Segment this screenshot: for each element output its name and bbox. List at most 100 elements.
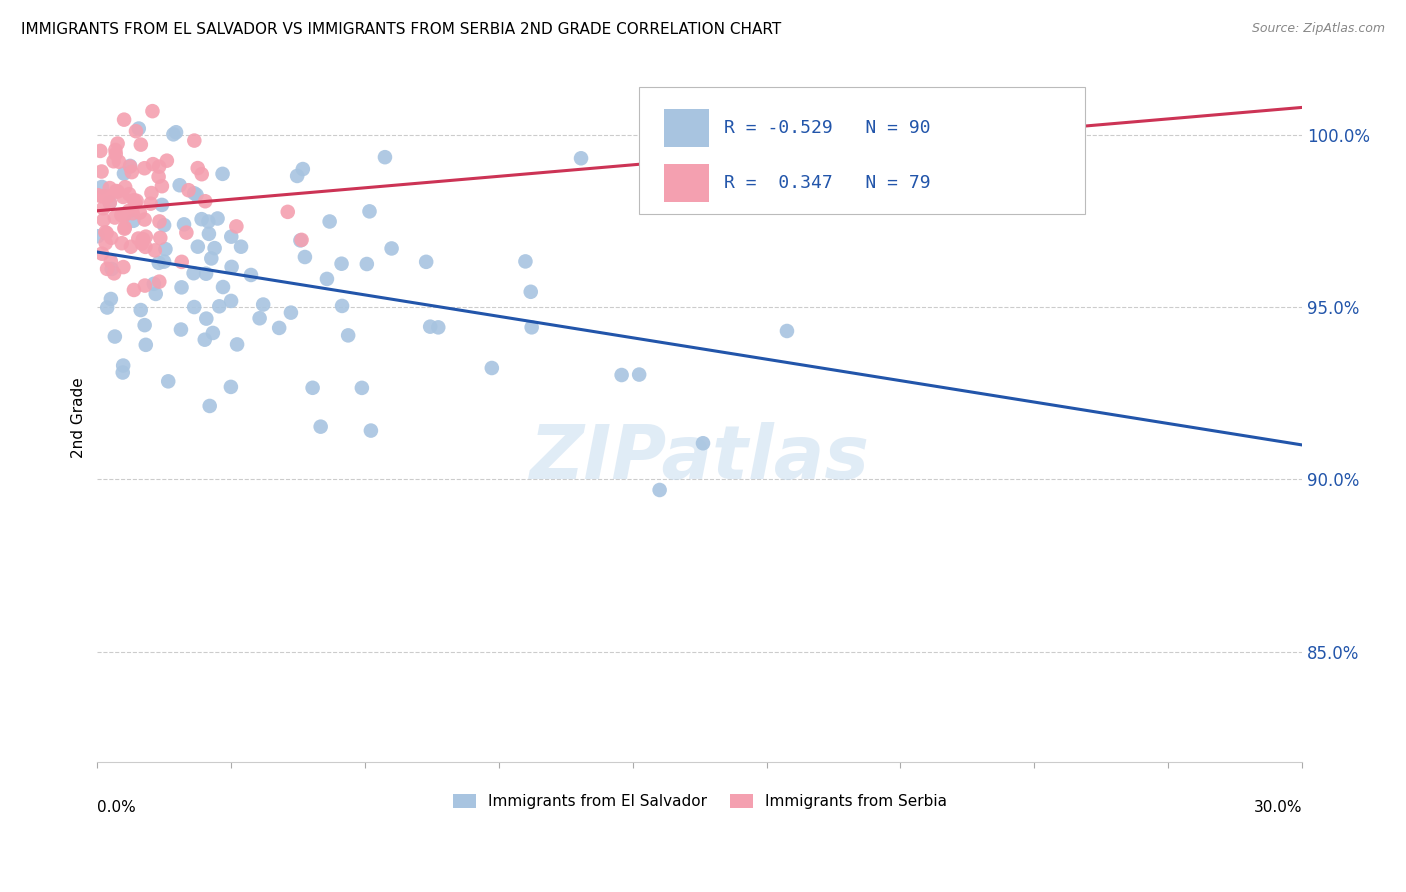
Point (153, 218, 176, 232)
Point (156, 153, 179, 168)
Point (190, 167, 212, 181)
Point (183, 300, 205, 314)
Point (100, 231, 122, 245)
Point (100, 292, 122, 306)
Point (112, 167, 135, 181)
Point (427, 320, 450, 334)
Point (269, 321, 291, 335)
Point (104, 211, 127, 225)
Point (120, 240, 142, 254)
Point (318, 214, 340, 228)
Point (290, 233, 312, 247)
Point (226, 337, 249, 351)
Point (776, 324, 799, 338)
Point (112, 207, 135, 221)
Point (148, 169, 170, 184)
Point (176, 226, 198, 240)
Point (104, 147, 127, 161)
Point (219, 380, 242, 394)
Text: 30.0%: 30.0% (1254, 799, 1302, 814)
Point (134, 278, 156, 293)
Point (91, 246, 114, 260)
Point (90, 164, 112, 178)
Point (121, 206, 143, 220)
Point (129, 137, 152, 152)
Point (194, 333, 217, 347)
Point (100, 254, 122, 268)
Point (610, 368, 633, 382)
Point (103, 154, 125, 169)
Point (419, 319, 441, 334)
Point (112, 112, 135, 127)
FancyBboxPatch shape (664, 109, 710, 147)
Point (207, 211, 229, 226)
Point (118, 203, 141, 218)
Point (177, 183, 200, 197)
Point (94, 236, 117, 251)
Point (134, 212, 156, 227)
Point (290, 234, 312, 248)
Point (125, 124, 148, 138)
Point (87, 188, 110, 202)
Point (142, 157, 165, 171)
Point (118, 159, 141, 173)
Point (197, 214, 219, 228)
Point (94, 225, 117, 239)
Point (381, 242, 404, 256)
Point (135, 338, 157, 352)
Point (201, 326, 224, 340)
Point (134, 318, 156, 333)
Point (170, 255, 193, 269)
Point (150, 179, 173, 194)
Point (134, 161, 156, 176)
Point (124, 196, 146, 211)
Point (141, 186, 163, 200)
Point (134, 240, 156, 254)
Point (183, 134, 205, 148)
Point (239, 268, 262, 282)
Point (114, 180, 136, 194)
Point (107, 136, 129, 151)
Point (190, 212, 212, 227)
Point (112, 260, 135, 274)
Point (198, 399, 221, 413)
Point (148, 275, 170, 289)
Point (291, 162, 314, 177)
Point (204, 241, 226, 255)
Point (350, 381, 373, 395)
Point (165, 125, 187, 139)
FancyBboxPatch shape (664, 164, 710, 202)
Point (93, 213, 115, 227)
Point (330, 257, 353, 271)
Point (356, 257, 378, 271)
Point (183, 186, 205, 201)
Point (98, 181, 121, 195)
Point (111, 236, 134, 251)
Text: Source: ZipAtlas.com: Source: ZipAtlas.com (1251, 22, 1385, 36)
Point (139, 196, 162, 211)
Point (121, 165, 143, 179)
Point (110, 208, 132, 222)
Point (170, 280, 193, 294)
Point (628, 368, 651, 382)
Point (89, 144, 111, 158)
Point (104, 329, 127, 343)
Point (294, 250, 316, 264)
Point (316, 272, 339, 286)
Point (132, 233, 155, 247)
Legend: Immigrants from El Salvador, Immigrants from Serbia: Immigrants from El Salvador, Immigrants … (453, 794, 946, 809)
Point (107, 185, 129, 199)
Y-axis label: 2nd Grade: 2nd Grade (72, 377, 86, 458)
Point (143, 244, 166, 258)
Point (374, 150, 396, 164)
Point (97, 189, 120, 203)
Point (120, 160, 142, 174)
Point (112, 359, 135, 373)
Point (86, 229, 108, 244)
Point (186, 187, 208, 202)
Point (135, 229, 157, 244)
Point (96, 226, 118, 240)
Point (170, 322, 193, 336)
Point (187, 161, 209, 175)
Point (515, 254, 537, 268)
